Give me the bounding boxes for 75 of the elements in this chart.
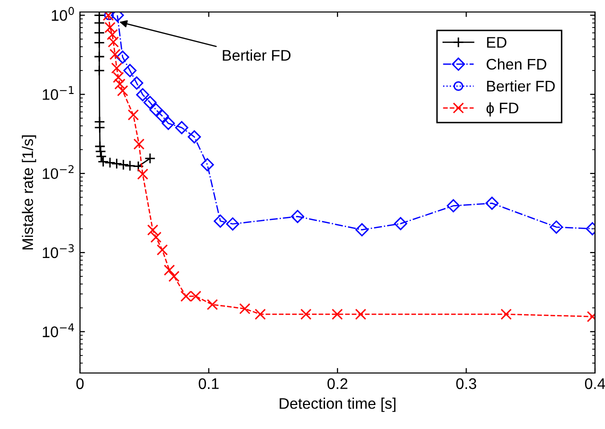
point	[94, 51, 105, 62]
point	[128, 109, 139, 120]
point	[355, 223, 369, 236]
point	[94, 12, 105, 21]
x-tick-label: 0.2	[327, 378, 348, 390]
point	[111, 62, 122, 74]
point	[239, 303, 250, 314]
point	[108, 36, 119, 48]
point	[94, 27, 105, 38]
point	[200, 158, 214, 172]
point	[109, 48, 121, 60]
point	[130, 76, 144, 90]
point	[117, 85, 128, 96]
y-tick-label: 10$^{0}$	[52, 6, 74, 21]
point	[446, 199, 460, 212]
point	[550, 220, 563, 234]
point	[164, 264, 175, 276]
y-axis-title: Mistake rate [1/s]	[22, 135, 36, 250]
legend-label: Bertier FD	[487, 80, 555, 92]
point	[168, 270, 180, 282]
x-tick-label: 0.4	[584, 378, 605, 390]
point	[355, 308, 366, 320]
point	[94, 37, 105, 48]
y-tick-label: 10$^{−2}$	[42, 165, 74, 180]
point	[226, 217, 240, 231]
point	[162, 116, 175, 130]
point	[394, 217, 408, 230]
point	[116, 50, 130, 64]
y-tick-label: 10$^{−4}$	[42, 323, 74, 338]
point	[123, 64, 137, 78]
x-tick-label: 0.1	[198, 378, 219, 390]
point	[149, 103, 163, 116]
point	[206, 299, 218, 310]
point	[147, 224, 158, 236]
point	[485, 196, 499, 210]
annotation: Bertier FD	[222, 50, 291, 61]
point	[133, 138, 145, 150]
point	[214, 214, 227, 228]
point	[254, 308, 266, 320]
point	[98, 156, 109, 168]
point	[500, 308, 512, 320]
point	[300, 308, 312, 320]
point	[118, 159, 129, 170]
legend-label: Chen FD	[486, 58, 546, 70]
point	[114, 78, 126, 90]
point	[94, 65, 105, 76]
legend-label: ϕ FD	[486, 102, 518, 116]
point	[150, 232, 162, 243]
x-tick-label: 0.3	[456, 378, 476, 390]
point	[188, 130, 201, 144]
point	[291, 210, 304, 224]
x-axis-title: Detection time [s]	[280, 398, 396, 412]
point	[132, 160, 144, 172]
point	[137, 168, 148, 180]
point	[175, 121, 188, 134]
point	[156, 110, 169, 123]
point	[104, 157, 116, 168]
point	[94, 140, 106, 152]
point	[112, 72, 124, 83]
point	[95, 146, 106, 157]
point	[136, 88, 150, 102]
point	[106, 29, 118, 40]
point	[94, 122, 106, 134]
point	[124, 160, 136, 172]
point	[332, 308, 343, 320]
point	[104, 22, 116, 34]
point	[143, 96, 157, 110]
y-tick-label: 10$^{−3}$	[42, 244, 74, 258]
y-tick-label: 10$^{−1}$	[42, 86, 74, 100]
x-tick-label: 0	[76, 378, 84, 390]
point	[144, 152, 156, 164]
point	[96, 150, 107, 162]
point	[111, 158, 122, 170]
point	[156, 244, 168, 256]
legend-label: ED	[487, 37, 506, 48]
